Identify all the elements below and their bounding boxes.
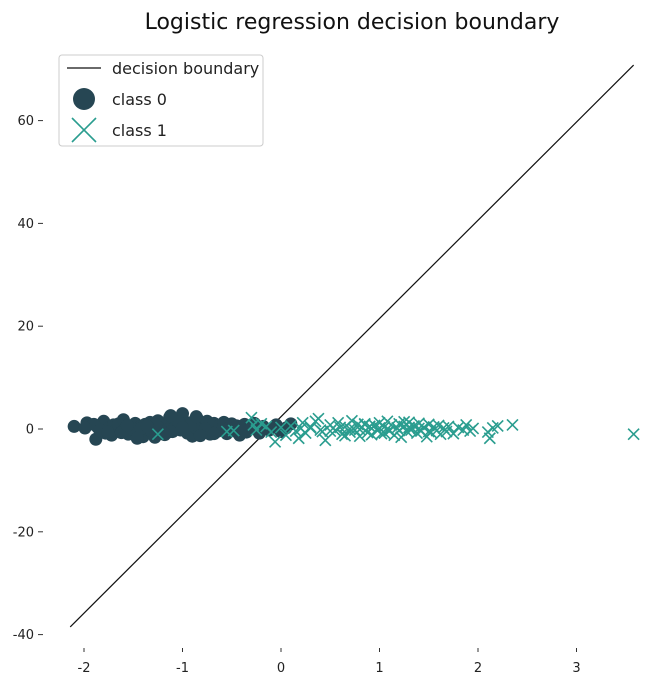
x-tick-label: -2 — [78, 661, 91, 676]
class1-point — [460, 418, 473, 431]
x-tick-label: 3 — [572, 661, 580, 676]
class1-point — [265, 426, 278, 439]
class1-point — [324, 424, 337, 438]
class0-point — [176, 420, 189, 434]
class0-point — [120, 418, 134, 432]
points-layer — [67, 407, 640, 448]
class1-point — [334, 421, 347, 434]
class1-point — [627, 428, 640, 441]
class0-point — [284, 417, 298, 431]
class1-point — [422, 425, 435, 438]
class1-point — [402, 416, 416, 429]
x-tick-label: -1 — [176, 661, 189, 676]
class0-point — [78, 421, 92, 435]
x-tick-label: 0 — [277, 661, 285, 676]
class0-point — [67, 419, 81, 433]
class1-point — [294, 422, 307, 435]
x-tick-label: 2 — [474, 661, 482, 676]
class1-point — [274, 421, 288, 434]
class0-point — [130, 431, 144, 445]
class1-point — [314, 423, 327, 437]
y-tick-label: 40 — [17, 217, 34, 232]
chart-title: Logistic regression decision boundary — [145, 10, 560, 35]
y-tick-label: 60 — [17, 114, 34, 129]
class1-point — [442, 420, 455, 433]
class1-point — [398, 415, 411, 428]
boundary-layer — [69, 64, 635, 628]
class1-point — [491, 419, 504, 432]
class0-point — [158, 427, 172, 441]
class1-point — [343, 422, 357, 436]
y-axis: -40 -20 0 20 40 60 — [13, 114, 43, 643]
class1-point — [447, 427, 460, 440]
class1-point — [279, 429, 292, 442]
legend: decision boundary class 0 class 1 — [58, 54, 264, 147]
legend-label-class0: class 0 — [112, 90, 167, 109]
class0-point — [164, 409, 178, 423]
class1-point — [269, 435, 282, 448]
class1-point — [393, 424, 406, 437]
x-tick-label: 1 — [375, 661, 383, 676]
y-tick-label: 0 — [26, 423, 34, 438]
class1-point — [292, 432, 305, 445]
legend-class1-swatch — [71, 117, 97, 143]
class1-point — [151, 428, 164, 441]
class1-point — [483, 432, 496, 445]
class0-point — [101, 425, 115, 439]
legend-frame — [58, 54, 264, 147]
class1-point — [506, 418, 519, 431]
class1-point — [378, 427, 391, 440]
class0-point — [189, 410, 203, 424]
class1-point — [245, 411, 258, 424]
decision-boundary-line — [69, 64, 635, 628]
class1-point — [348, 423, 361, 437]
class1-point — [227, 424, 240, 437]
class1-point — [250, 423, 263, 437]
class1-point — [304, 420, 317, 434]
class1-point — [412, 422, 425, 435]
class1-point — [336, 428, 349, 441]
class1-point — [467, 422, 480, 435]
class0-point — [207, 427, 221, 441]
class1-point — [338, 429, 352, 442]
y-tick-label: 20 — [17, 320, 34, 335]
y-tick-label: -40 — [13, 628, 34, 643]
class0-point — [140, 419, 154, 433]
class1-point — [319, 434, 332, 447]
y-tick-label: -20 — [13, 525, 34, 540]
legend-label-class1: class 1 — [112, 121, 167, 140]
legend-class0-swatch — [73, 88, 95, 110]
class0-point — [193, 429, 207, 443]
class1-point — [358, 418, 371, 431]
legend-label-boundary: decision boundary — [112, 59, 259, 78]
x-axis: -2 -1 0 1 2 3 — [78, 648, 581, 676]
